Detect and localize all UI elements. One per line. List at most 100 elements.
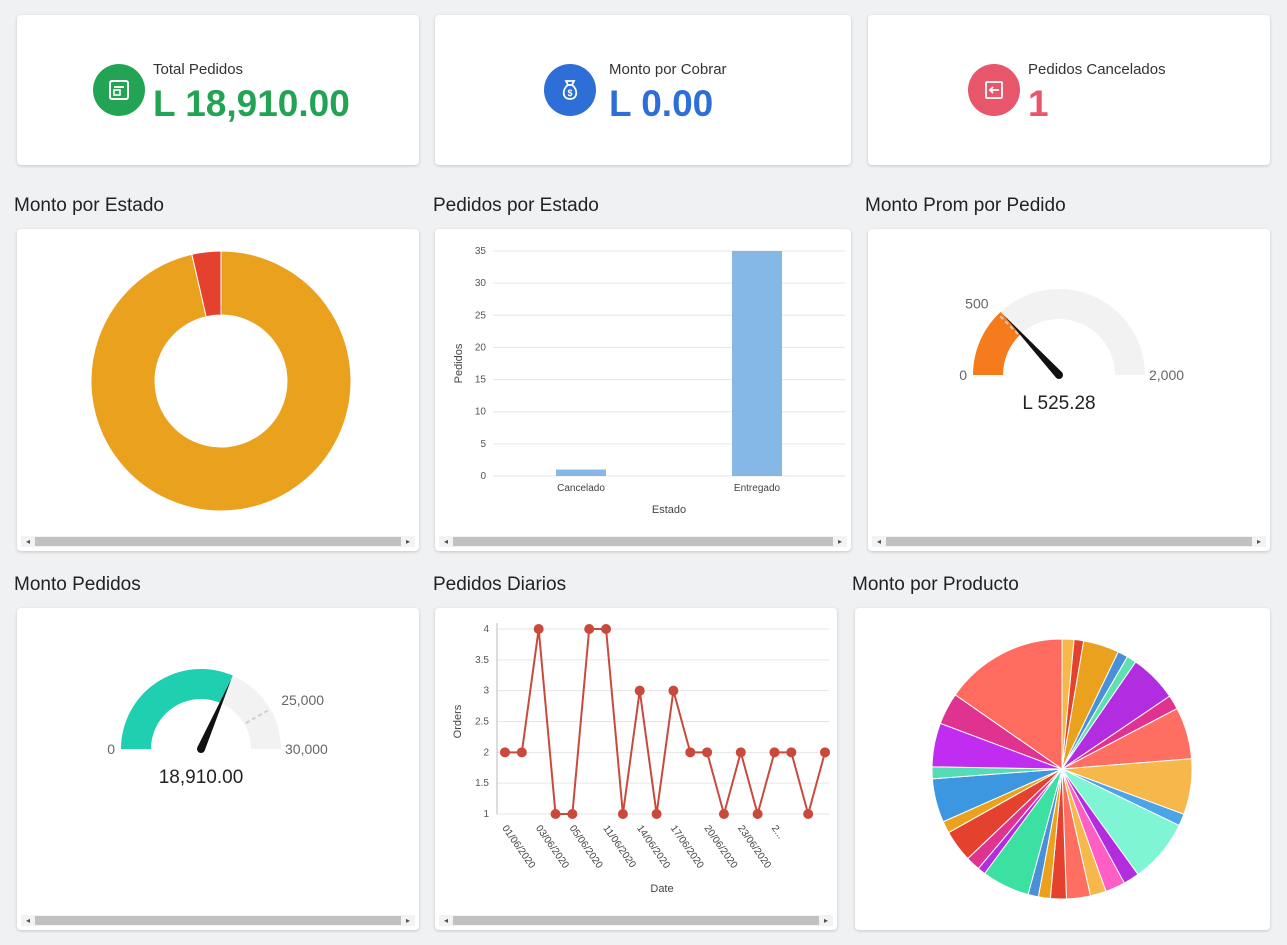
chart-card-monto-pedidos: 25,000 0 30,000 18,910.00 ◂ ▸	[17, 608, 419, 930]
horizontal-scrollbar[interactable]: ◂ ▸	[439, 915, 833, 926]
y-tick-label: 35	[475, 246, 487, 257]
scrollbar-thumb[interactable]	[453, 916, 819, 925]
data-point	[702, 747, 713, 758]
y-tick-label: 2.5	[475, 717, 489, 728]
y-axis-label: Orders	[452, 704, 464, 738]
scroll-left-icon[interactable]: ◂	[876, 537, 881, 546]
horizontal-scrollbar[interactable]: ◂ ▸	[872, 536, 1266, 547]
chart-card-pedidos-por-estado: 0 5 10 15 20 25 30 35 Cancelado Entregado Estado Pe…	[435, 229, 851, 551]
x-tick-label: 01/06/2020	[499, 823, 537, 871]
kpi-label: Monto por Cobrar	[609, 61, 727, 78]
y-tick-label: 3	[483, 686, 489, 697]
gauge-max-label: 30,000	[285, 741, 328, 757]
gauge-max-label: 2,000	[1149, 367, 1184, 383]
data-point	[718, 809, 729, 819]
svg-text:$: $	[567, 88, 572, 98]
gauge-value-label: 18,910.00	[159, 767, 244, 788]
pie-chart	[931, 638, 1193, 900]
data-point	[584, 624, 595, 634]
gauge-fill	[121, 669, 233, 749]
gauge-needle-hub	[1055, 371, 1063, 379]
data-point	[500, 747, 510, 758]
data-point	[617, 809, 628, 819]
bar	[556, 469, 606, 476]
kpi-label: Total Pedidos	[153, 61, 244, 78]
kpi-value: L 0.00	[609, 83, 714, 124]
data-point	[769, 747, 780, 758]
section-title-pedidos-diarios: Pedidos Diarios	[433, 574, 567, 595]
x-tick-label: 17/06/2020	[668, 823, 706, 871]
section-title-monto-por-producto: Monto por Producto	[852, 574, 1019, 595]
y-tick-label: 1.5	[475, 778, 489, 789]
scroll-right-icon[interactable]: ▸	[837, 537, 842, 546]
horizontal-scrollbar[interactable]: ◂ ▸	[439, 536, 847, 547]
gauge-needle	[197, 679, 232, 751]
bar-chart: 0 5 10 15 20 25 30 35 Cancelado Entregado Estado Pe…	[453, 246, 845, 516]
data-point	[668, 685, 679, 696]
data-point	[550, 809, 561, 819]
y-tick-label: 30	[475, 278, 487, 289]
scrollbar-thumb[interactable]	[453, 537, 833, 546]
y-tick-label: 10	[475, 407, 487, 418]
scroll-left-icon[interactable]: ◂	[25, 916, 30, 925]
donut-chart	[90, 250, 352, 512]
data-point	[533, 624, 544, 634]
kpi-card-pedidos-cancelados: Pedidos Cancelados 1	[868, 15, 1270, 165]
scroll-right-icon[interactable]: ▸	[405, 916, 410, 925]
horizontal-scrollbar[interactable]: ◂ ▸	[21, 915, 415, 926]
data-point	[735, 747, 746, 758]
x-tick-label: 20/06/2020	[701, 823, 739, 871]
scrollbar-thumb[interactable]	[35, 916, 401, 925]
gauge-marker	[998, 314, 1019, 335]
gauge-needle	[1003, 314, 1062, 378]
gauge-min-label: 0	[959, 367, 967, 383]
x-tick-label: 2...	[769, 823, 786, 841]
scrollbar-thumb[interactable]	[886, 537, 1252, 546]
section-title-monto-prom-por-pedido: Monto Prom por Pedido	[865, 195, 1066, 216]
chart-card-pedidos-diarios: 1 1.5 2 2.5 3 3.5 4 01/06/2020 03/06/2020 05/06/2…	[435, 608, 837, 930]
gauge-fill	[973, 311, 1022, 375]
x-tick-label: Cancelado	[557, 483, 605, 494]
scroll-left-icon[interactable]: ◂	[443, 537, 448, 546]
scroll-left-icon[interactable]: ◂	[443, 916, 448, 925]
x-tick-label: 14/06/2020	[634, 823, 672, 871]
pie-slice	[90, 250, 352, 512]
section-title-pedidos-por-estado: Pedidos por Estado	[433, 195, 599, 216]
chart-card-monto-por-producto	[855, 608, 1270, 930]
scroll-right-icon[interactable]: ▸	[405, 537, 410, 546]
gauge-track	[973, 289, 1145, 375]
scroll-right-icon[interactable]: ▸	[823, 916, 828, 925]
data-point	[803, 809, 814, 819]
horizontal-scrollbar[interactable]: ◂ ▸	[21, 536, 415, 547]
chart-card-monto-prom-por-pedido: 500 0 2,000 L 525.28 ◂ ▸	[868, 229, 1270, 551]
gauge-marker-label: 25,000	[281, 692, 324, 708]
data-point	[567, 809, 578, 819]
x-tick-label: 11/06/2020	[600, 823, 638, 870]
pie-slice	[191, 250, 222, 318]
y-axis-label: Pedidos	[453, 343, 465, 383]
y-tick-label: 1	[483, 809, 489, 820]
data-point	[786, 747, 797, 758]
gauge-chart: 25,000 0 30,000 18,910.00	[107, 669, 328, 788]
kpi-card-monto-por-cobrar: $ Monto por Cobrar L 0.00	[435, 15, 851, 165]
gauge-value-label: L 525.28	[1022, 393, 1095, 414]
x-tick-label: 03/06/2020	[533, 823, 571, 871]
y-tick-label: 2	[483, 747, 489, 758]
line-chart: 1 1.5 2 2.5 3 3.5 4 01/06/202003/06/202005/06/2…	[452, 623, 830, 895]
y-tick-label: 5	[480, 439, 486, 450]
y-tick-label: 4	[483, 624, 489, 635]
scroll-right-icon[interactable]: ▸	[1256, 537, 1261, 546]
y-tick-label: 20	[475, 342, 487, 353]
data-point	[685, 747, 696, 758]
x-tick-label: 23/06/2020	[735, 823, 773, 871]
gauge-min-label: 0	[107, 741, 115, 757]
kpi-value: 1	[1028, 83, 1049, 124]
scroll-left-icon[interactable]: ◂	[25, 537, 30, 546]
section-title-monto-pedidos: Monto Pedidos	[14, 574, 141, 595]
y-tick-label: 3.5	[475, 655, 489, 666]
bar	[732, 251, 782, 476]
y-tick-label: 15	[475, 375, 487, 386]
data-point	[634, 685, 645, 696]
scrollbar-thumb[interactable]	[35, 537, 401, 546]
x-tick-label: 05/06/2020	[567, 823, 605, 871]
